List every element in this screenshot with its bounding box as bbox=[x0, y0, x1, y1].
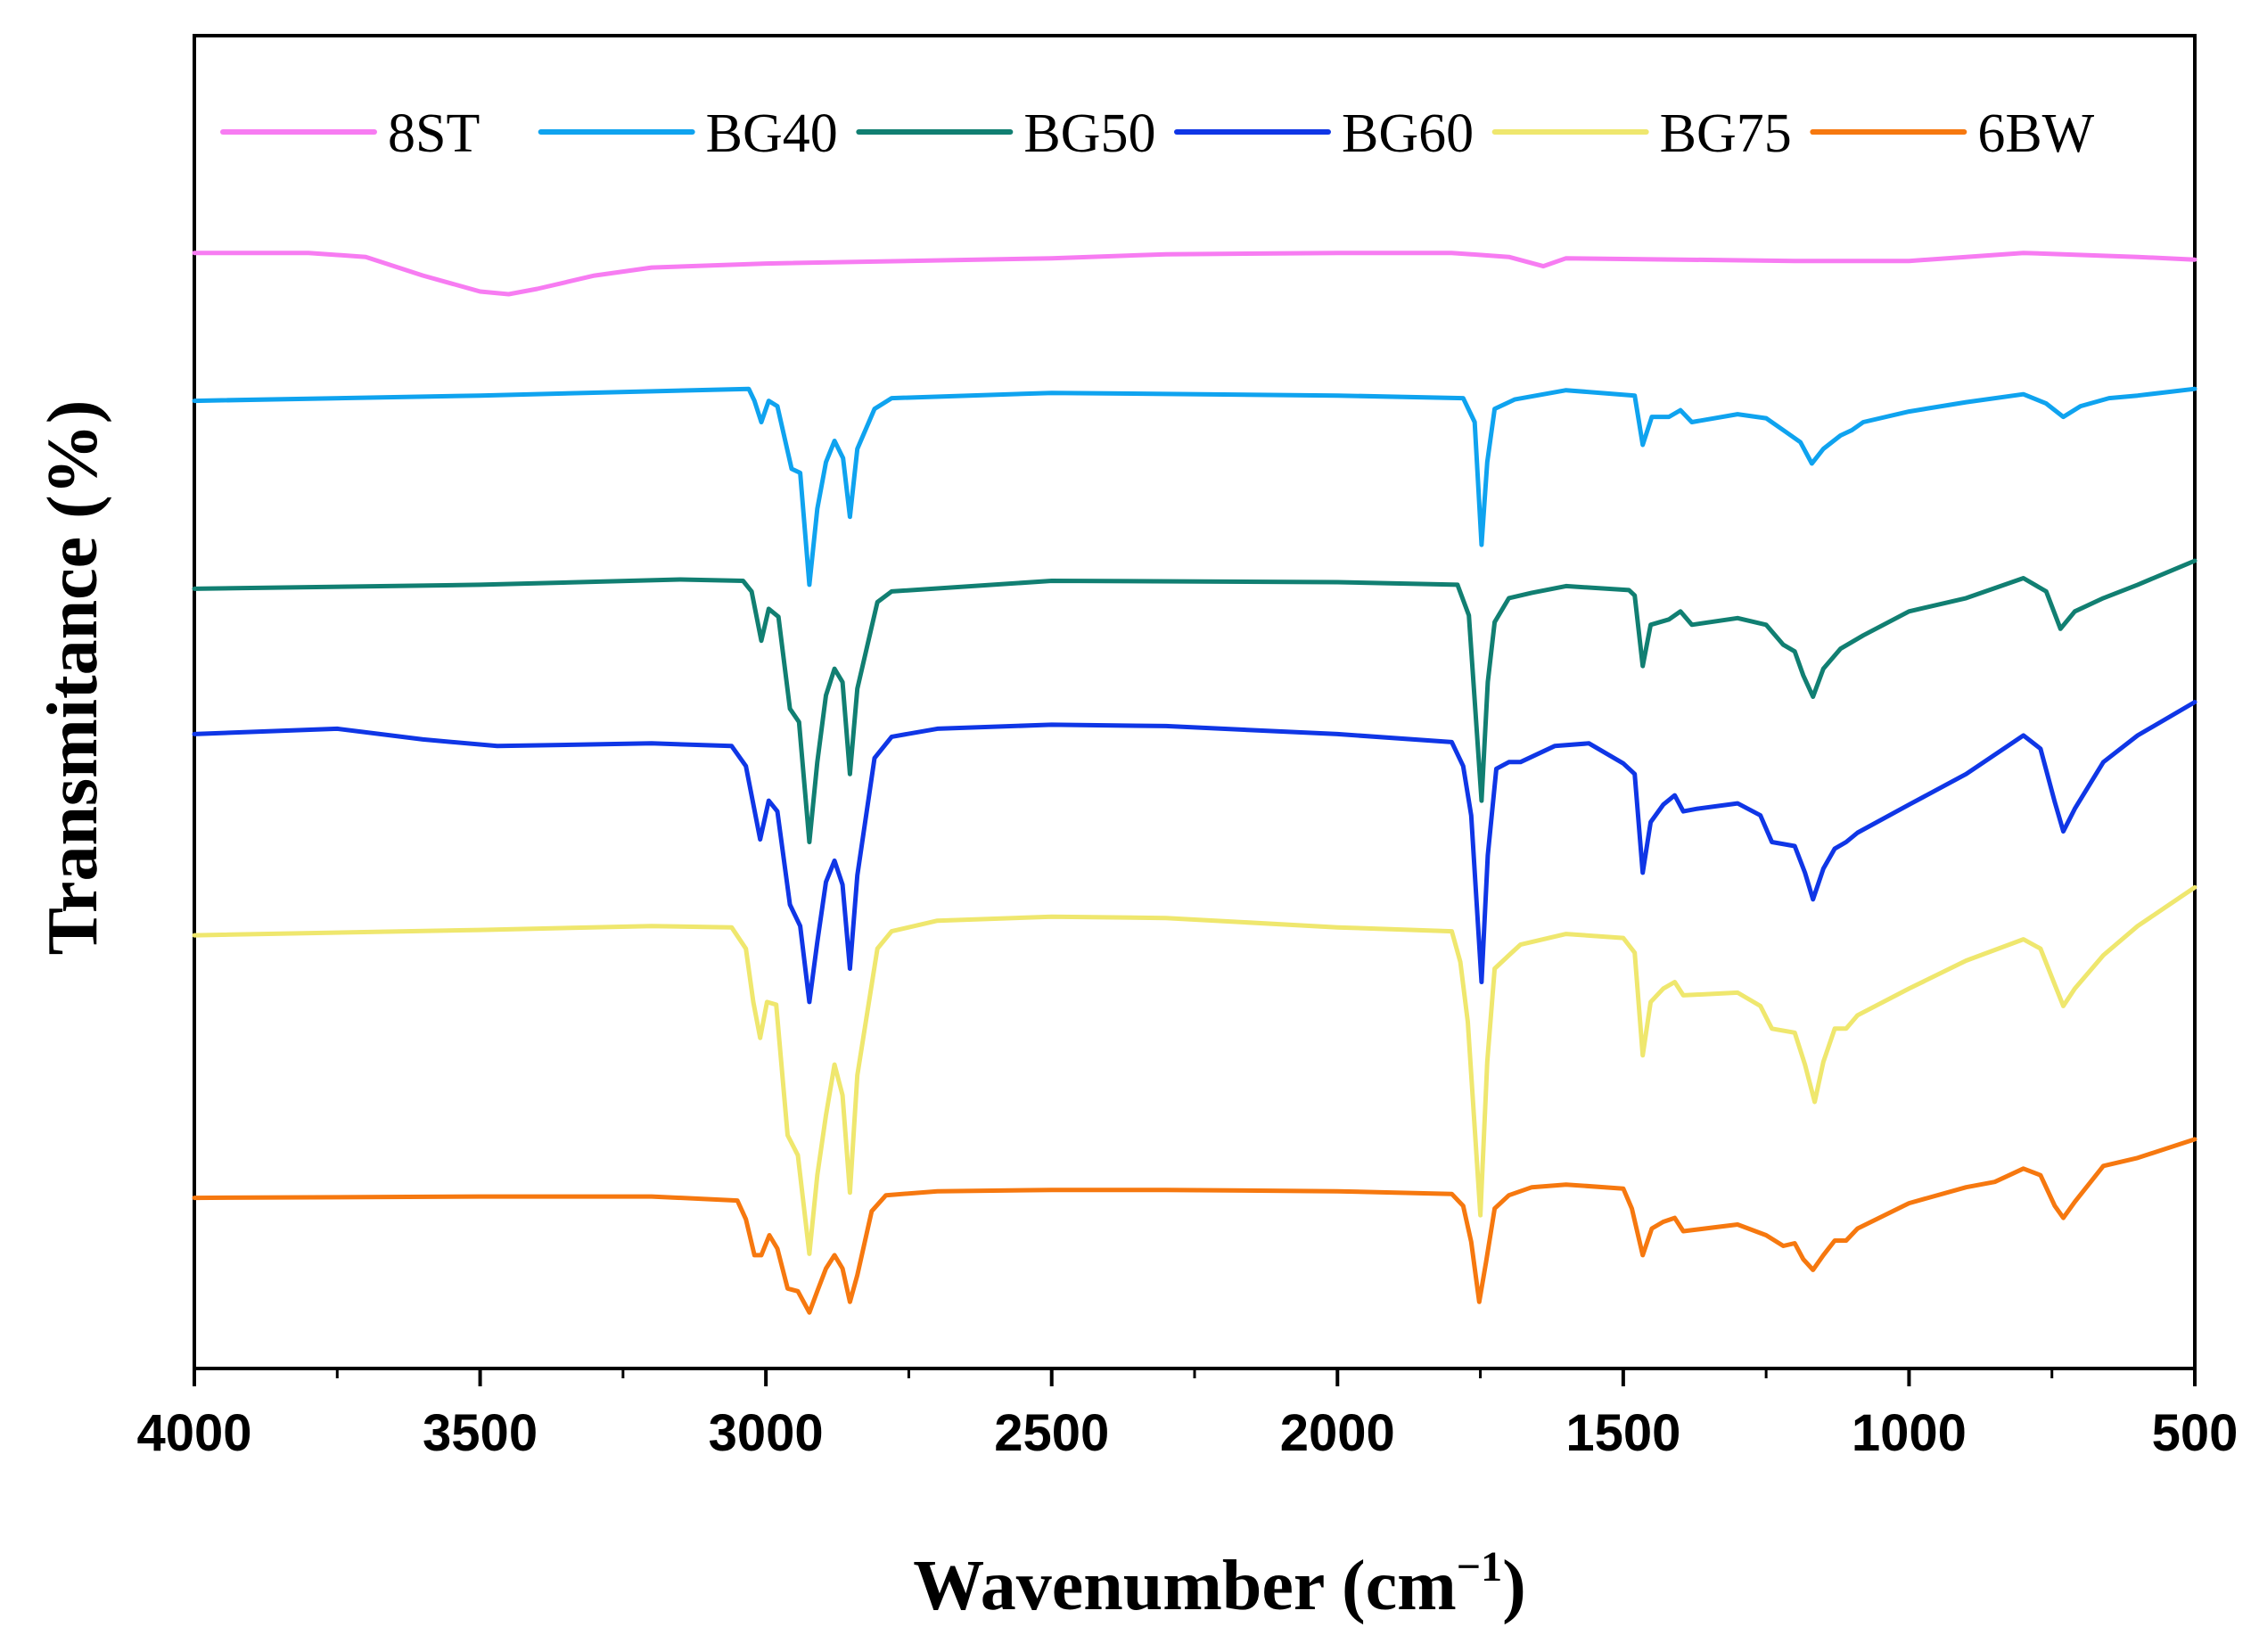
x-tick-label: 3000 bbox=[709, 1404, 824, 1462]
plot-frame bbox=[193, 34, 2197, 1370]
x-tick-label: 500 bbox=[2152, 1404, 2238, 1462]
series-line-bg60 bbox=[192, 700, 2197, 1005]
legend-label-bg75: BG75 bbox=[1660, 103, 1792, 164]
x-tick-label: 3500 bbox=[423, 1404, 538, 1462]
plot-border bbox=[193, 34, 2197, 1370]
x-axis-title-close: ) bbox=[1502, 1547, 1526, 1625]
x-tick-label: 2000 bbox=[1280, 1404, 1395, 1462]
legend-label-bg50: BG50 bbox=[1023, 103, 1155, 164]
legend-label-8st: 8ST bbox=[388, 103, 480, 164]
series-line-6bw bbox=[192, 1137, 2197, 1315]
x-axis: 4000 3500 3000 2500 2000 1500 1000 500 bbox=[136, 1368, 2238, 1462]
x-tick-label: 2500 bbox=[994, 1404, 1109, 1462]
legend-label-bg40: BG40 bbox=[706, 103, 838, 164]
series-line-bg50 bbox=[192, 558, 2197, 844]
x-axis-title-sup: −1 bbox=[1457, 1543, 1502, 1590]
legend-label-bg60: BG60 bbox=[1342, 103, 1474, 164]
series-line-8st bbox=[192, 251, 2197, 297]
x-tick-label: 1000 bbox=[1852, 1404, 1967, 1462]
series-layer bbox=[192, 251, 2197, 1315]
legend-label-6bw: 6BW bbox=[1977, 103, 2094, 164]
x-axis-title: Wavenumber (cm−1) bbox=[913, 1543, 1526, 1625]
series-line-bg75 bbox=[192, 884, 2197, 1256]
x-axis-title-main: Wavenumber (cm bbox=[913, 1547, 1457, 1625]
series-line-bg40 bbox=[192, 386, 2197, 588]
y-axis-title: Transmitance (%) bbox=[34, 400, 112, 956]
x-tick-label: 4000 bbox=[136, 1404, 251, 1462]
x-tick-label: 1500 bbox=[1565, 1404, 1680, 1462]
legend: 8ST BG40 BG50 BG60 BG75 6BW bbox=[220, 103, 2095, 164]
